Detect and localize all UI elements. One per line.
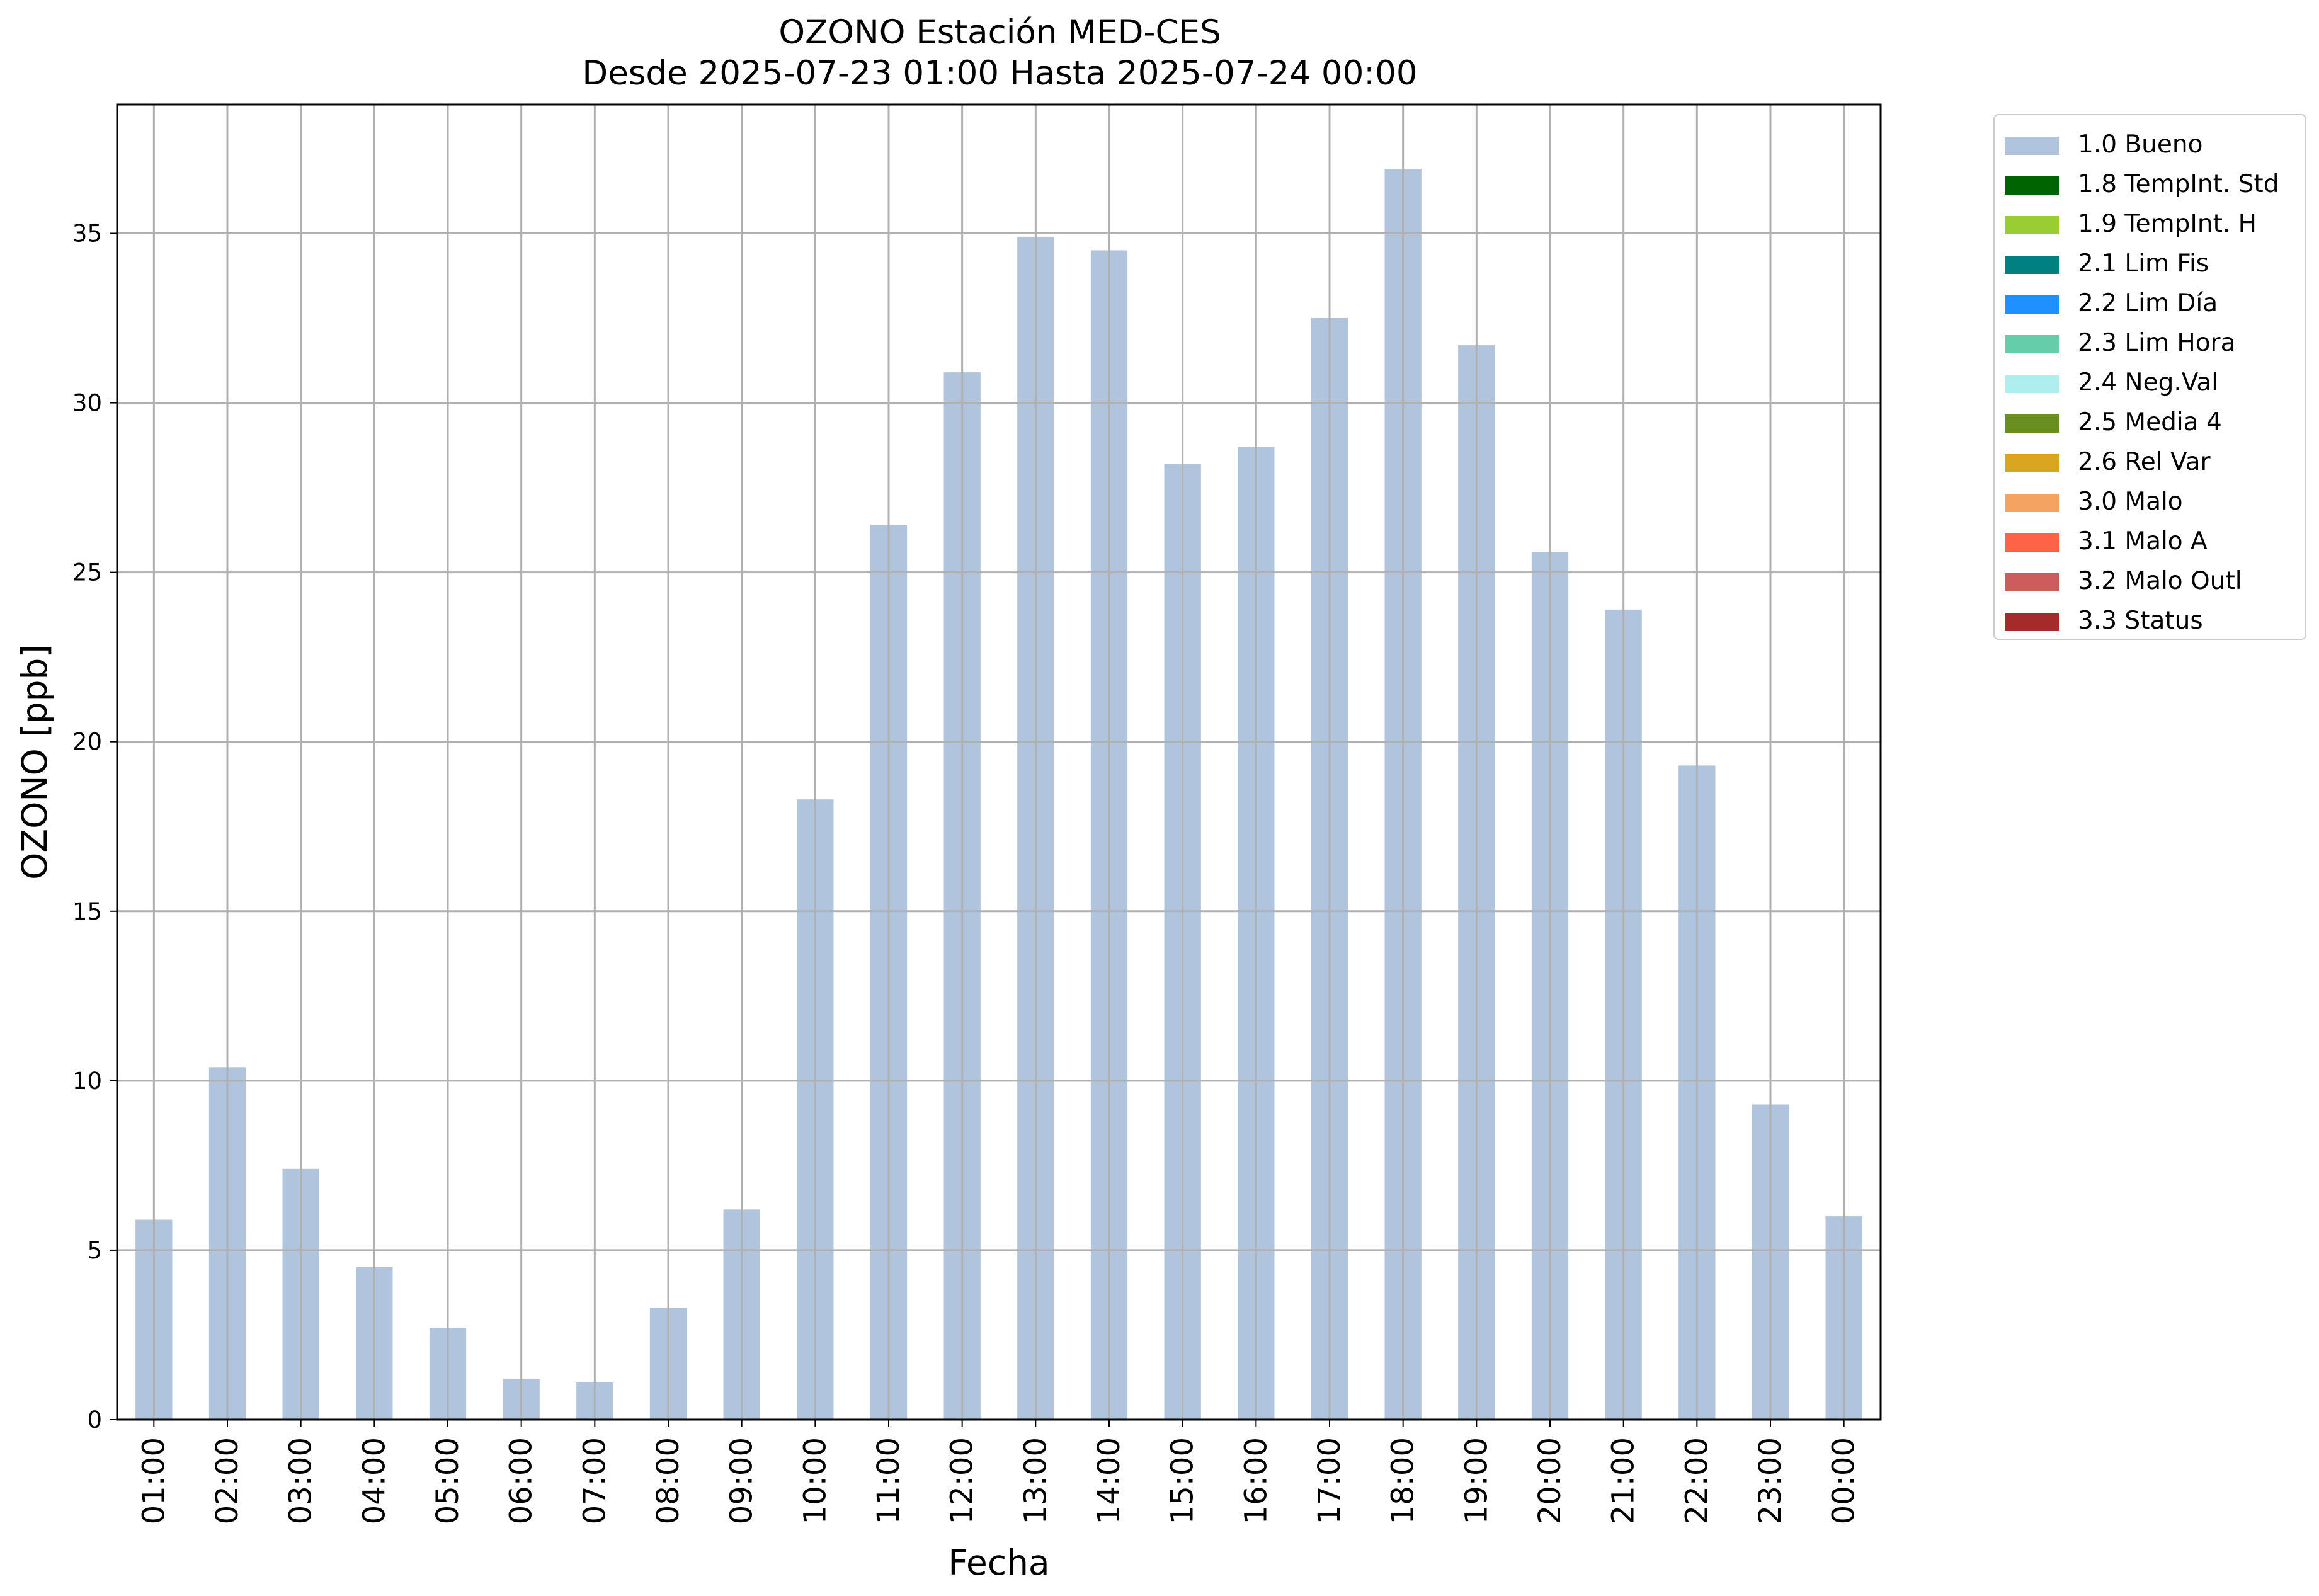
legend-label: 1.8 TempInt. Std <box>2078 170 2279 198</box>
x-tick-label: 06:00 <box>504 1437 539 1524</box>
x-tick-label: 02:00 <box>210 1437 245 1524</box>
y-tick-label: 20 <box>72 729 102 756</box>
x-tick-label: 12:00 <box>945 1437 980 1524</box>
legend-swatch <box>2005 295 2059 314</box>
legend-label: 2.3 Lim Hora <box>2078 329 2236 357</box>
x-tick-label: 22:00 <box>1679 1437 1714 1524</box>
legend-label: 2.1 Lim Fis <box>2078 249 2209 278</box>
x-tick-label: 23:00 <box>1753 1437 1788 1524</box>
y-tick-label: 15 <box>72 898 102 925</box>
chart-title: OZONO Estación MED-CES <box>778 13 1221 52</box>
legend-label: 2.6 Rel Var <box>2078 448 2211 476</box>
chart-legend: 1.0 Bueno 1.8 TempInt. Std 1.9 TempInt. H 2… <box>1993 114 2306 640</box>
x-tick-label: 20:00 <box>1532 1437 1568 1524</box>
legend-label: 2.2 Lim Día <box>2078 289 2218 317</box>
x-tick-label: 03:00 <box>283 1437 319 1524</box>
x-tick-label: 09:00 <box>724 1437 760 1524</box>
x-tick-label: 13:00 <box>1018 1437 1053 1524</box>
legend-item: 3.3 Status <box>1995 599 2305 637</box>
legend-item: 1.9 TempInt. H <box>1995 202 2305 240</box>
x-tick-label: 11:00 <box>871 1437 906 1524</box>
x-tick-label: 16:00 <box>1238 1437 1273 1524</box>
x-tick-label: 18:00 <box>1386 1437 1421 1524</box>
x-tick-label: 07:00 <box>577 1437 612 1524</box>
y-tick-label: 10 <box>72 1068 102 1095</box>
y-axis-label: OZONO [ppb] <box>14 644 55 880</box>
y-tick-label: 25 <box>72 559 102 586</box>
x-tick-label: 17:00 <box>1312 1437 1347 1524</box>
legend-item: 2.3 Lim Hora <box>1995 321 2305 359</box>
y-tick-label: 30 <box>72 390 102 417</box>
legend-label: 3.3 Status <box>2078 607 2203 635</box>
legend-item: 2.6 Rel Var <box>1995 440 2305 478</box>
legend-item: 1.8 TempInt. Std <box>1995 162 2305 200</box>
x-tick-label: 19:00 <box>1459 1437 1494 1524</box>
legend-swatch <box>2005 613 2059 631</box>
x-axis-label: Fecha <box>948 1542 1049 1583</box>
legend-label: 3.2 Malo Outl <box>2078 567 2242 595</box>
legend-item: 2.1 Lim Fis <box>1995 242 2305 280</box>
legend-swatch <box>2005 454 2059 472</box>
legend-item: 1.0 Bueno <box>1995 123 2305 161</box>
legend-item: 2.4 Neg.Val <box>1995 361 2305 399</box>
y-tick-label: 35 <box>72 220 102 247</box>
x-tick-label: 15:00 <box>1165 1437 1200 1524</box>
y-tick-label: 5 <box>87 1237 102 1264</box>
legend-swatch <box>2005 573 2059 591</box>
legend-item: 2.2 Lim Día <box>1995 282 2305 319</box>
legend-swatch <box>2005 256 2059 274</box>
legend-label: 3.1 Malo A <box>2078 527 2208 556</box>
legend-item: 3.2 Malo Outl <box>1995 559 2305 597</box>
y-tick-label: 0 <box>87 1406 102 1434</box>
legend-label: 3.0 Malo <box>2078 487 2183 516</box>
x-tick-label: 01:00 <box>136 1437 171 1524</box>
legend-swatch <box>2005 494 2059 512</box>
legend-label: 1.0 Bueno <box>2078 130 2203 159</box>
legend-swatch <box>2005 216 2059 234</box>
x-tick-label: 00:00 <box>1826 1437 1862 1524</box>
x-tick-label: 14:00 <box>1091 1437 1127 1524</box>
x-tick-label: 05:00 <box>430 1437 465 1524</box>
legend-label: 1.9 TempInt. H <box>2078 210 2257 238</box>
x-tick-label: 21:00 <box>1606 1437 1641 1524</box>
legend-label: 2.5 Media 4 <box>2078 408 2222 436</box>
legend-item: 2.5 Media 4 <box>1995 401 2305 438</box>
x-tick-label: 04:00 <box>356 1437 392 1524</box>
legend-swatch <box>2005 335 2059 353</box>
legend-swatch <box>2005 176 2059 195</box>
x-tick-label: 10:00 <box>797 1437 833 1524</box>
legend-swatch <box>2005 533 2059 552</box>
legend-swatch <box>2005 137 2059 155</box>
legend-item: 3.0 Malo <box>1995 480 2305 518</box>
chart-subtitle: Desde 2025-07-23 01:00 Hasta 2025-07-24 … <box>582 54 1418 93</box>
x-tick-label: 08:00 <box>651 1437 686 1524</box>
plot-frame <box>116 103 1882 1421</box>
legend-item: 3.1 Malo A <box>1995 520 2305 557</box>
legend-label: 2.4 Neg.Val <box>2078 368 2219 397</box>
legend-swatch <box>2005 414 2059 433</box>
legend-swatch <box>2005 375 2059 393</box>
